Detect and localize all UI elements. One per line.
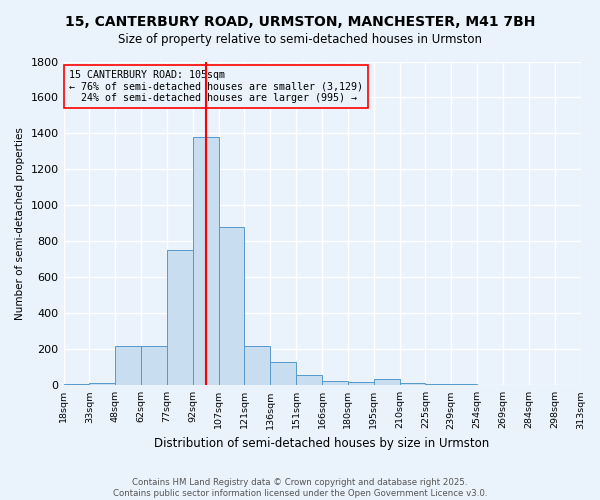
Bar <box>296 374 322 386</box>
Bar <box>271 362 296 386</box>
Bar <box>425 384 451 386</box>
Y-axis label: Number of semi-detached properties: Number of semi-detached properties <box>15 127 25 320</box>
Bar <box>115 346 141 386</box>
X-axis label: Distribution of semi-detached houses by size in Urmston: Distribution of semi-detached houses by … <box>154 437 490 450</box>
Text: 15, CANTERBURY ROAD, URMSTON, MANCHESTER, M41 7BH: 15, CANTERBURY ROAD, URMSTON, MANCHESTER… <box>65 15 535 29</box>
Bar <box>322 381 348 386</box>
Bar <box>141 346 167 386</box>
Text: 15 CANTERBURY ROAD: 105sqm
← 76% of semi-detached houses are smaller (3,129)
  2: 15 CANTERBURY ROAD: 105sqm ← 76% of semi… <box>69 70 363 103</box>
Bar <box>451 384 477 386</box>
Bar <box>400 382 425 386</box>
Bar <box>64 384 89 386</box>
Bar <box>374 379 400 386</box>
Bar <box>167 250 193 386</box>
Bar <box>348 382 374 386</box>
Bar <box>89 382 115 386</box>
Bar <box>193 137 218 386</box>
Bar <box>218 227 244 386</box>
Text: Contains HM Land Registry data © Crown copyright and database right 2025.
Contai: Contains HM Land Registry data © Crown c… <box>113 478 487 498</box>
Text: Size of property relative to semi-detached houses in Urmston: Size of property relative to semi-detach… <box>118 32 482 46</box>
Bar <box>244 346 271 386</box>
